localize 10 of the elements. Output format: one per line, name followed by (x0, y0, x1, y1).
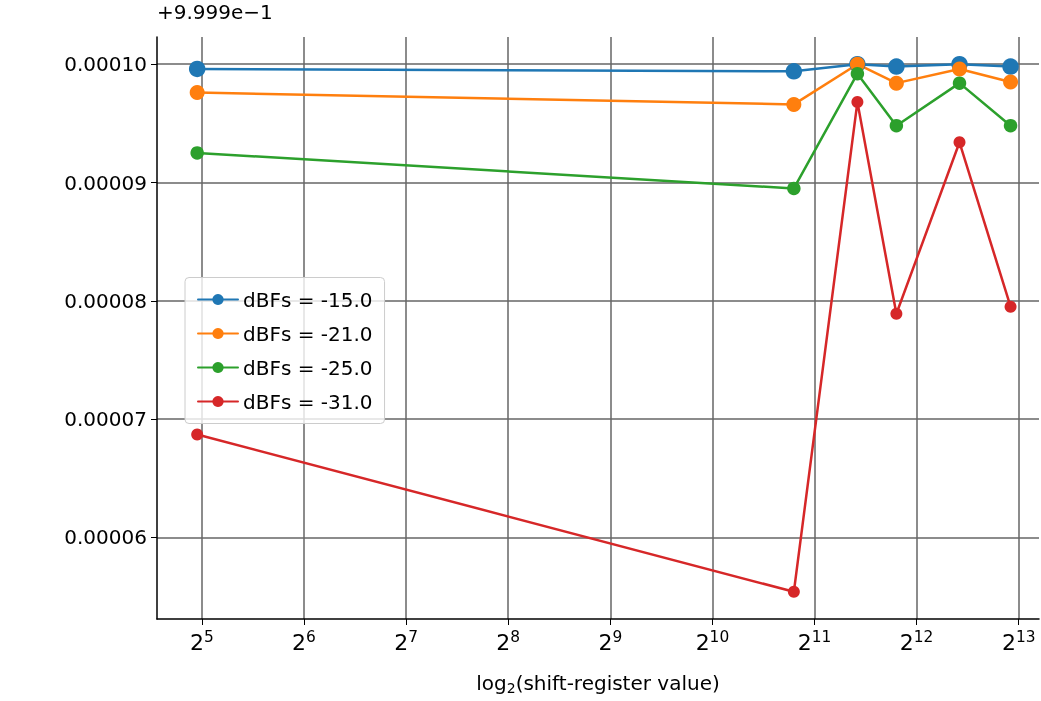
y-tick-label: 0.00006 (64, 525, 147, 550)
text: +9.999e−1 (157, 0, 273, 24)
y-tick-label: 0.00009 (64, 170, 147, 195)
y-tick-label: 0.00007 (64, 407, 147, 432)
y-tick-label: 0.00010 (64, 52, 147, 77)
y-tick-label: 0.00008 (64, 288, 147, 313)
legend-label: dBFs = -31.0 (243, 389, 373, 414)
legend-label: dBFs = -15.0 (243, 287, 373, 312)
legend-label: dBFs = -21.0 (243, 321, 373, 346)
legend-label: dBFs = -25.0 (243, 355, 373, 380)
